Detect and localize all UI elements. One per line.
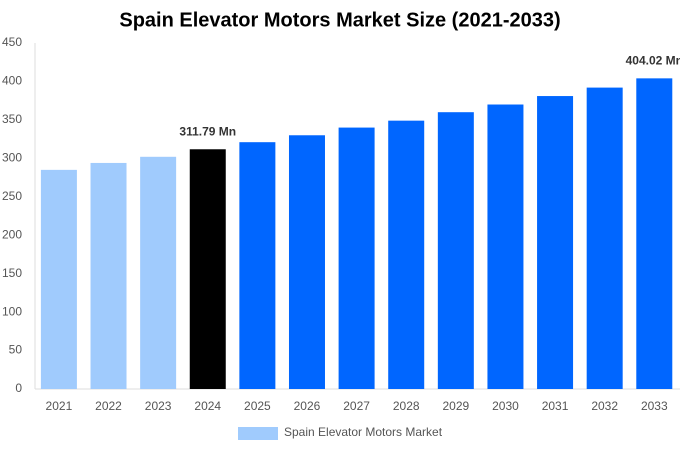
x-tick-label: 2033 (641, 399, 668, 413)
chart-title: Spain Elevator Motors Market Size (2021-… (119, 9, 560, 31)
legend-swatch (238, 427, 278, 440)
y-tick-label: 450 (2, 35, 22, 49)
y-tick-label: 300 (2, 151, 22, 165)
x-tick-label: 2022 (95, 399, 122, 413)
y-tick-label: 100 (2, 304, 22, 318)
value-label: 404.02 Mn (626, 54, 680, 68)
bar (487, 104, 524, 389)
x-tick-label: 2028 (393, 399, 420, 413)
x-tick-label: 2032 (591, 399, 618, 413)
x-tick-label: 2023 (145, 399, 172, 413)
bar (437, 112, 474, 389)
x-tick-label: 2029 (442, 399, 469, 413)
x-tick-label: 2021 (46, 399, 73, 413)
value-label: 311.79 Mn (179, 124, 236, 138)
y-tick-label: 350 (2, 112, 22, 126)
x-tick-label: 2024 (194, 399, 221, 413)
x-tick-label: 2026 (294, 399, 321, 413)
x-tick-label: 2025 (244, 399, 271, 413)
bar (338, 127, 375, 390)
y-tick-label: 400 (2, 74, 22, 88)
legend-label: Spain Elevator Motors Market (284, 425, 443, 439)
bar (189, 149, 226, 389)
bar (90, 162, 127, 389)
bar (40, 169, 77, 389)
y-tick-label: 250 (2, 189, 22, 203)
bar (140, 156, 177, 389)
bar (586, 87, 623, 390)
y-tick-label: 200 (2, 227, 22, 241)
y-tick-label: 50 (9, 343, 23, 357)
bar (388, 120, 425, 389)
x-tick-label: 2030 (492, 399, 519, 413)
bar (636, 78, 673, 389)
bar (537, 96, 574, 389)
x-tick-label: 2031 (542, 399, 569, 413)
bar (239, 142, 276, 389)
x-tick-label: 2027 (343, 399, 370, 413)
y-tick-label: 0 (15, 381, 22, 395)
y-tick-label: 150 (2, 266, 22, 280)
bar (288, 135, 325, 389)
